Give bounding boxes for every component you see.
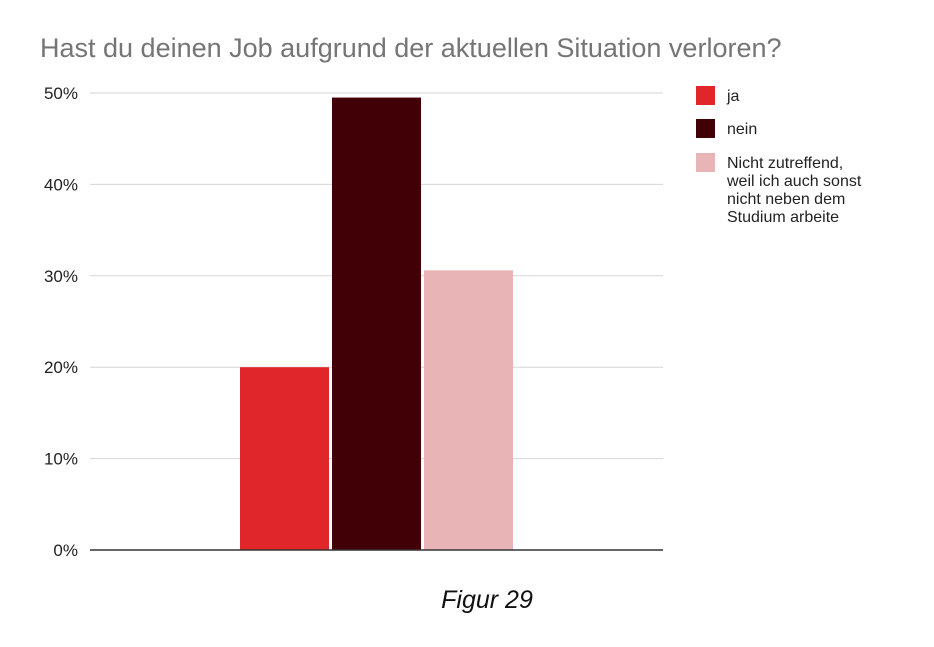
legend-swatch-1 (696, 86, 715, 105)
y-tick-label: 30% (44, 267, 78, 286)
legend-label-1: ja (726, 88, 740, 105)
y-axis-tick-labels: 0% 10% 20% 30% 40% 50% (44, 84, 78, 560)
bar-3 (424, 270, 513, 550)
bar-1 (240, 367, 329, 550)
y-tick-label: 0% (53, 541, 78, 560)
bars (240, 97, 513, 550)
legend-label-2: nein (727, 121, 757, 138)
y-tick-label: 20% (44, 358, 78, 377)
y-tick-label: 50% (44, 84, 78, 103)
y-tick-label: 10% (44, 450, 78, 469)
legend-swatch-3 (696, 153, 715, 172)
figure-caption: Figur 29 (441, 586, 533, 614)
legend: ja nein Nicht zutreffend, weil ich auch son… (696, 86, 862, 226)
y-tick-label: 40% (44, 175, 78, 194)
legend-label-3: Nicht zutreffend, weil ich auch sonst nich… (726, 155, 862, 226)
bar-2 (332, 97, 421, 550)
chart-title: Hast du deinen Job aufgrund der aktuelle… (40, 33, 782, 63)
legend-swatch-2 (696, 119, 715, 138)
